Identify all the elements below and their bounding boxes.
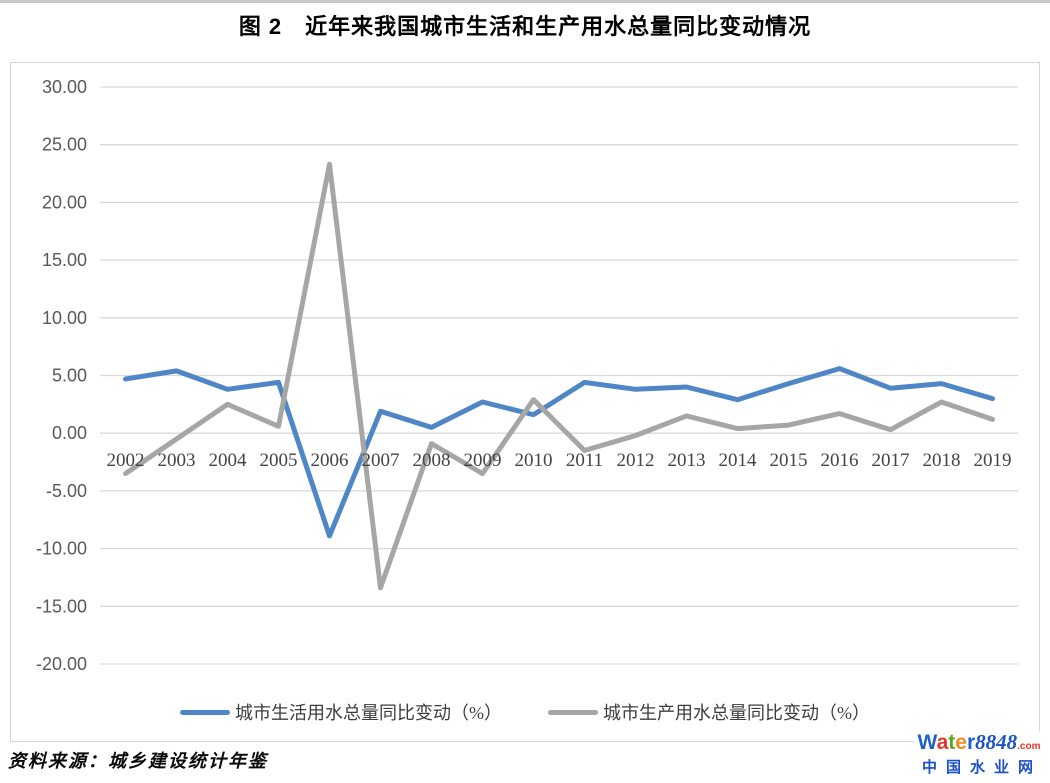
- logo-wordmark: Water8848.com: [916, 731, 1042, 754]
- x-tick-label: 2018: [923, 450, 961, 471]
- x-tick-label: 2015: [770, 450, 808, 471]
- y-tick-label: 10.00: [42, 308, 87, 328]
- x-tick-label: 2012: [617, 450, 655, 471]
- x-tick-label: 2004: [209, 450, 248, 471]
- x-tick-label: 2010: [515, 450, 553, 471]
- series-line-1: [123, 366, 995, 539]
- x-tick-label: 2003: [158, 450, 196, 471]
- series-line-2: [123, 161, 995, 591]
- x-tick-label: 2017: [872, 450, 910, 471]
- logo-letter: W: [917, 731, 937, 754]
- legend-label: 城市生活用水总量同比变动（%）: [235, 703, 502, 723]
- chart-title: 图 2 近年来我国城市生活和生产用水总量同比变动情况: [238, 14, 812, 39]
- x-tick-label: 2013: [668, 450, 706, 471]
- x-tick-label: 2007: [362, 450, 400, 471]
- legend-line-marker: [180, 709, 230, 715]
- logo-tld: .com: [1017, 741, 1041, 752]
- logo-letter: e: [955, 731, 967, 754]
- logo-letter: t: [948, 731, 956, 754]
- window-top-edge: [0, 0, 1050, 3]
- chart-legend: 城市生活用水总量同比变动（%） 城市生产用水总量同比变动（%）: [11, 699, 1039, 725]
- y-tick-label: -10.00: [36, 539, 87, 559]
- legend-line-marker: [548, 709, 598, 715]
- logo-subtitle: 中国水业网: [921, 759, 1042, 777]
- line-chart-plot: 30.00 25.00 20.00 15.00 10.00 5.00 0.00 -5.00 -1…: [36, 77, 1018, 674]
- x-tick-label: 2002: [107, 450, 145, 471]
- logo-letter: r: [966, 731, 976, 754]
- y-tick-label: 0.00: [52, 423, 87, 443]
- water8848-logo: Water8848.com 中国水业网: [913, 731, 1044, 778]
- x-tick-label: 2016: [821, 450, 859, 471]
- source-note: 资料来源：城乡建设统计年鉴: [8, 751, 268, 771]
- logo-digits: 8848: [975, 730, 1018, 754]
- logo-letter: a: [936, 731, 949, 754]
- legend-label: 城市生产用水总量同比变动（%）: [603, 703, 870, 723]
- legend-item-2: 城市生产用水总量同比变动（%）: [548, 699, 870, 725]
- x-tick-label: 2008: [413, 450, 451, 471]
- x-tick-label: 2019: [974, 450, 1012, 471]
- chart-frame: 30.00 25.00 20.00 15.00 10.00 5.00 0.00 -5.00 -1…: [10, 62, 1040, 742]
- y-tick-label: 20.00: [42, 192, 87, 212]
- y-tick-label: 25.00: [42, 135, 87, 155]
- legend-item-1: 城市生活用水总量同比变动（%）: [180, 699, 502, 725]
- x-tick-label: 2006: [311, 450, 349, 471]
- x-tick-label: 2005: [260, 450, 298, 471]
- x-tick-label: 2009: [464, 450, 502, 471]
- y-tick-label: -20.00: [36, 654, 87, 674]
- y-tick-label: -15.00: [36, 596, 87, 616]
- y-tick-label: 5.00: [52, 366, 87, 386]
- logo-word: Water: [918, 731, 976, 754]
- y-tick-label: -5.00: [46, 481, 87, 501]
- x-tick-label: 2014: [719, 450, 758, 471]
- x-tick-label: 2011: [566, 450, 603, 471]
- y-tick-label: 30.00: [42, 77, 87, 97]
- y-tick-label: 15.00: [42, 250, 87, 270]
